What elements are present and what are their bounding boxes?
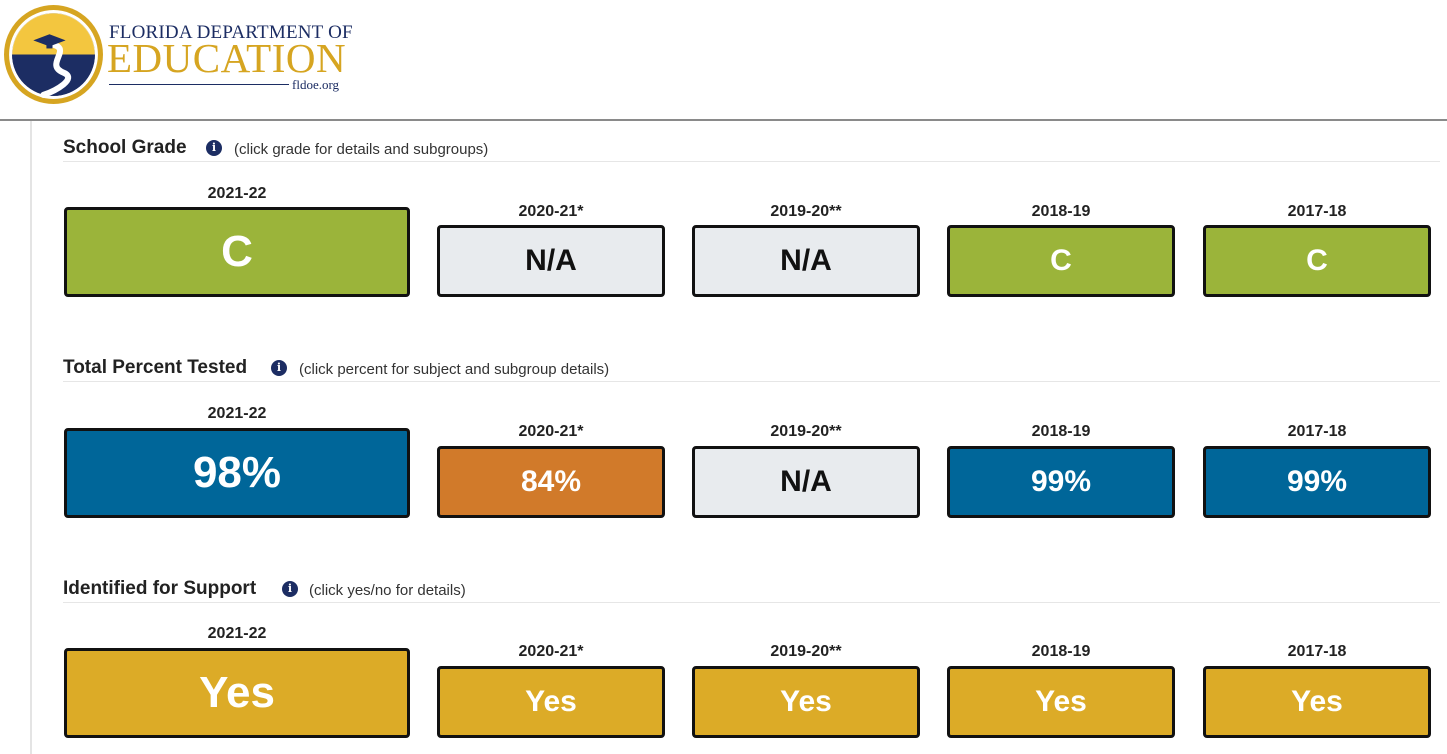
support-card-2018-19[interactable]: Yes [947, 666, 1175, 738]
logo-text-department: FLORIDA DEPARTMENT OF [109, 22, 353, 43]
year-label: 2019-20** [770, 643, 842, 660]
support-card-2019-20[interactable]: Yes [692, 666, 920, 738]
logo-url: fldoe.org [292, 77, 340, 92]
site-header: FLORIDA DEPARTMENT OF EDUCATION fldoe.or… [0, 0, 1447, 121]
tested-card-2017-18[interactable]: 99% [1203, 446, 1431, 518]
year-label: 2017-18 [1287, 643, 1347, 660]
grade-card-2021-22[interactable]: C [64, 207, 410, 297]
year-label: 2021-22 [207, 185, 267, 202]
section-note: (click percent for subject and subgroup … [299, 361, 610, 378]
section-header: Total Percent Tested i (click percent fo… [63, 353, 1440, 382]
tested-card-2020-21[interactable]: 84% [437, 446, 665, 518]
grade-card-2017-18[interactable]: C [1203, 225, 1431, 297]
year-label: 2018-19 [1031, 643, 1091, 660]
year-label: 2017-18 [1287, 423, 1347, 440]
grade-card-2019-20[interactable]: N/A [692, 225, 920, 297]
logo-divider [109, 84, 289, 85]
support-card-2020-21[interactable]: Yes [437, 666, 665, 738]
year-label: 2020-21* [518, 643, 584, 660]
section-title: School Grade [63, 137, 187, 158]
year-label: 2019-20** [770, 423, 842, 440]
content-left-border [30, 121, 32, 754]
info-icon[interactable]: i [206, 140, 222, 156]
year-label: 2021-22 [207, 625, 267, 642]
info-icon[interactable]: i [271, 360, 287, 376]
info-icon[interactable]: i [282, 581, 298, 597]
section-note: (click yes/no for details) [309, 582, 466, 599]
section-header: Identified for Support i (click yes/no f… [63, 574, 1440, 603]
tested-card-2019-20[interactable]: N/A [692, 446, 920, 518]
year-label: 2017-18 [1287, 203, 1347, 220]
year-label: 2019-20** [770, 203, 842, 220]
grade-card-2020-21[interactable]: N/A [437, 225, 665, 297]
section-title: Identified for Support [63, 578, 257, 599]
year-label: 2020-21* [518, 203, 584, 220]
tested-card-2018-19[interactable]: 99% [947, 446, 1175, 518]
tested-card-2021-22[interactable]: 98% [64, 428, 410, 518]
section-title: Total Percent Tested [63, 357, 248, 378]
section-note: (click grade for details and subgroups) [234, 141, 489, 158]
fldoe-seal-logo[interactable] [3, 4, 104, 105]
grade-card-2018-19[interactable]: C [947, 225, 1175, 297]
year-label: 2020-21* [518, 423, 584, 440]
logo-text-education: EDUCATION [107, 35, 347, 81]
section-header: School Grade i (click grade for details … [63, 133, 1440, 162]
support-card-2021-22[interactable]: Yes [64, 648, 410, 738]
support-card-2017-18[interactable]: Yes [1203, 666, 1431, 738]
year-label: 2018-19 [1031, 423, 1091, 440]
year-label: 2021-22 [207, 405, 267, 422]
year-label: 2018-19 [1031, 203, 1091, 220]
